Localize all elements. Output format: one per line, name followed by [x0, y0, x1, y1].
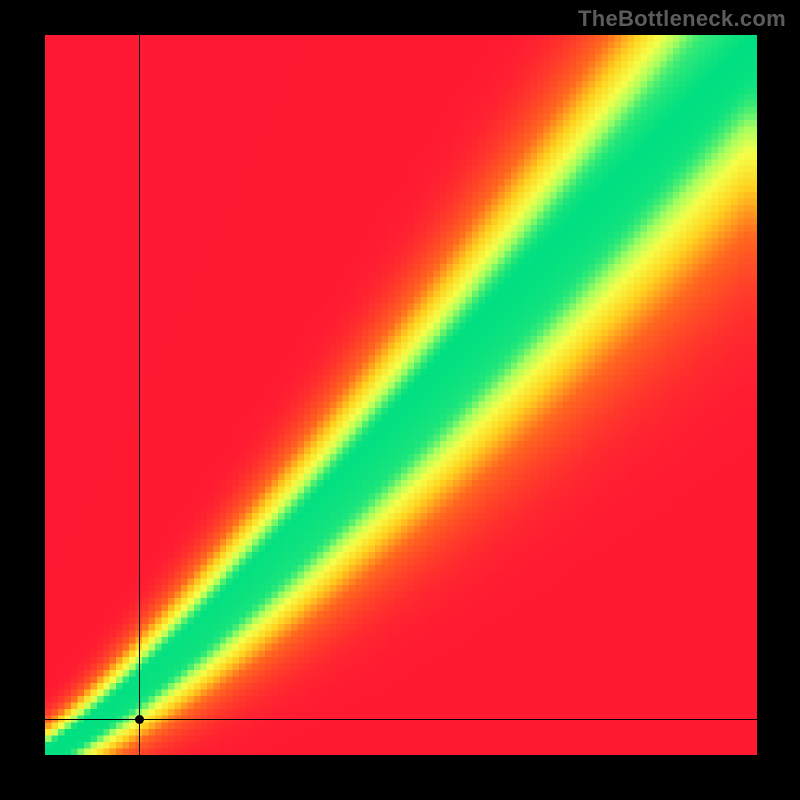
- crosshair-point: [135, 715, 144, 724]
- chart-container: { "attribution": { "text": "TheBottlenec…: [0, 0, 800, 800]
- heatmap-plot: [45, 35, 757, 755]
- heatmap-canvas: [45, 35, 757, 755]
- crosshair-vertical: [139, 35, 140, 755]
- attribution-text: TheBottleneck.com: [578, 6, 786, 32]
- crosshair-horizontal: [45, 719, 757, 720]
